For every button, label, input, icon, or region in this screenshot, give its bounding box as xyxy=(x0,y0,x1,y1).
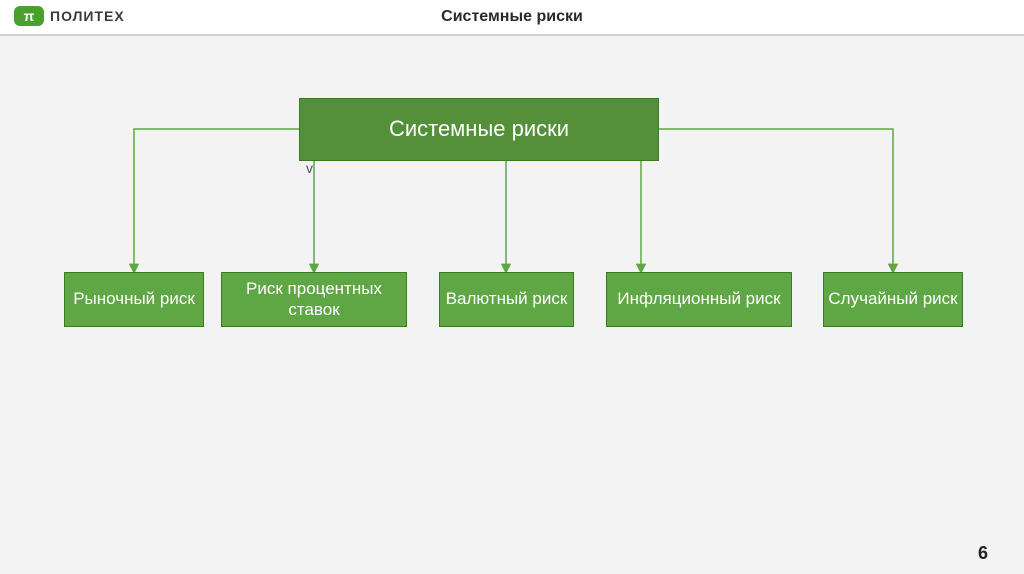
slide-header: π ПОЛИТЕХ Системные риски xyxy=(0,0,1024,36)
child-node-1: Риск процентных ставок xyxy=(221,272,407,327)
child-node-3: Инфляционный риск xyxy=(606,272,792,327)
page-title: Системные риски xyxy=(0,8,1024,26)
child-node-2: Валютный риск xyxy=(439,272,574,327)
child-node-4: Случайный риск xyxy=(823,272,963,327)
root-node: Системные риски xyxy=(299,98,659,161)
connector-0 xyxy=(134,129,299,272)
page-number: 6 xyxy=(978,543,988,564)
diagram-canvas: Системные рискиv Рыночный риск Риск процен… xyxy=(0,36,1024,574)
child-node-0: Рыночный риск xyxy=(64,272,204,327)
connector-4 xyxy=(659,129,893,272)
stray-char: v xyxy=(306,160,313,176)
